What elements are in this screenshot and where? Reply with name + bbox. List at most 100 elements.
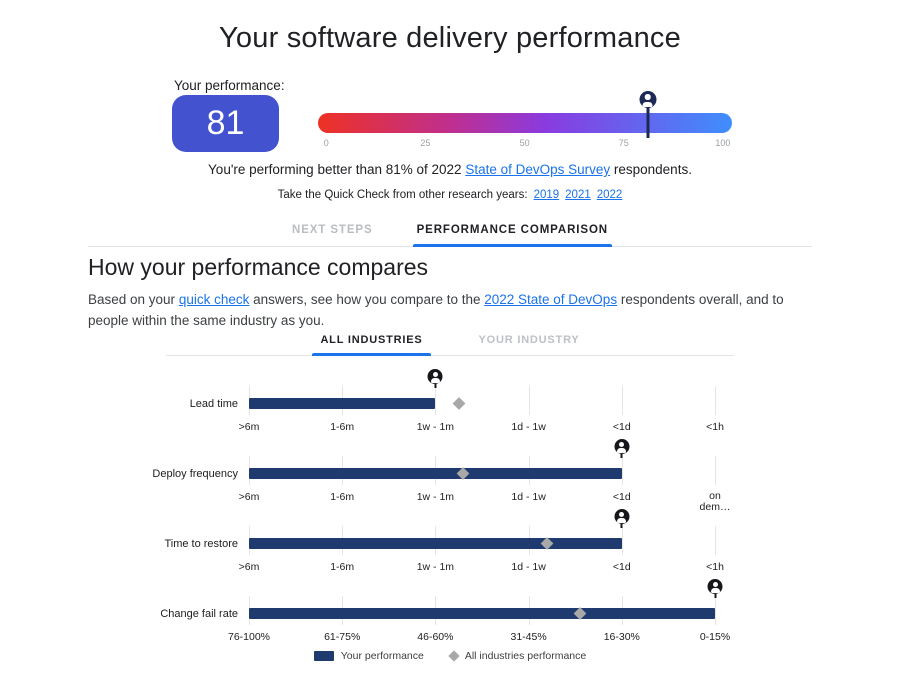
legend-label: Your performance (340, 650, 424, 662)
legend-your-performance: Your performance (313, 650, 424, 662)
axis-category: 1w - 1m (416, 491, 455, 503)
axis-category: 1-6m (330, 561, 355, 573)
metric-label: Lead time (189, 398, 238, 410)
performance-bar (249, 608, 715, 619)
person-icon (614, 509, 630, 524)
person-icon (707, 579, 723, 594)
axis-tick (621, 456, 623, 485)
axis-tick (621, 386, 623, 415)
chart-row-change-fail-rate: Change fail rate 76-100% 61-75% 46-60% 3… (160, 568, 730, 643)
axis-category: >6m (238, 561, 260, 573)
axis-category: <1d (612, 491, 631, 503)
year-link-2019[interactable]: 2019 (533, 189, 560, 201)
comparison-description: Based on your quick check answers, see h… (88, 289, 800, 331)
axis-tick (621, 526, 623, 555)
axis-category: 1d - 1w (511, 491, 546, 503)
comparison-chart-section: ALL INDUSTRIES YOUR INDUSTRY Lead time > (152, 330, 734, 662)
axis-category: 1-6m (330, 421, 355, 433)
research-years-line: Take the Quick Check from other research… (0, 189, 900, 201)
year-link-2022[interactable]: 2022 (596, 189, 623, 201)
axis-tick (528, 386, 530, 415)
charts: Lead time >6m 1-6m 1w - 1m 1d - 1w <1d < (152, 358, 734, 643)
performance-bar (249, 468, 622, 479)
axis-tick (435, 386, 437, 415)
desc-part3: respondents overall, and to people withi… (88, 292, 784, 328)
axis-category: <1h (706, 561, 724, 573)
tab-performance-comparison[interactable]: PERFORMANCE COMPARISON (412, 218, 613, 247)
marker-stem (434, 384, 437, 388)
chart-row-lead-time: Lead time >6m 1-6m 1w - 1m 1d - 1w <1d < (190, 358, 724, 433)
slider-tick-100: 100 (715, 138, 731, 148)
performance-label: Your performance: (174, 78, 285, 93)
diamond-icon (448, 650, 460, 662)
person-icon (614, 439, 630, 454)
main-tabs: NEXT STEPS PERFORMANCE COMPARISON (88, 218, 812, 247)
person-marker (427, 369, 443, 388)
performance-bar (249, 398, 436, 409)
quick-check-link[interactable]: quick check (178, 292, 250, 307)
state-of-devops-link[interactable]: 2022 State of DevOps (484, 292, 618, 307)
devops-survey-link[interactable]: State of DevOps Survey (465, 162, 611, 177)
research-years-label: Take the Quick Check from other research… (277, 189, 528, 201)
performance-slider: 0 25 50 75 100 (318, 88, 732, 152)
person-pin-icon (639, 91, 657, 108)
comparison-heading: How your performance compares (88, 254, 429, 280)
slider-tick-75: 75 (618, 138, 629, 148)
metric-label: Time to restore (164, 538, 238, 550)
person-marker (614, 509, 630, 528)
marker-stem (620, 454, 623, 458)
axis-category: on dem… (699, 490, 731, 513)
slider-pin (639, 91, 657, 138)
metric-label: Change fail rate (160, 608, 238, 620)
slider-tick-0: 0 (323, 138, 329, 148)
axis-category: 31-45% (510, 631, 547, 643)
person-marker (614, 439, 630, 458)
summary-text-before: You're performing better than 81% of 202… (208, 162, 466, 177)
axis-tick (715, 596, 716, 625)
desc-part1: Based on your (88, 292, 179, 307)
axis-category: <1h (706, 421, 724, 433)
axis-category: 1d - 1w (511, 421, 546, 433)
axis-category: 0-15% (699, 631, 731, 643)
axis-category: 1w - 1m (416, 561, 455, 573)
subtab-your-industry[interactable]: YOUR INDUSTRY (478, 334, 580, 346)
marker-stem (620, 524, 623, 528)
metric-label: Deploy frequency (152, 468, 238, 480)
bar-swatch-icon (313, 651, 334, 661)
axis-category: >6m (238, 421, 260, 433)
performance-score: 81 (206, 104, 245, 142)
slider-tick-25: 25 (420, 138, 431, 148)
performance-summary: You're performing better than 81% of 202… (0, 162, 900, 177)
axis-tick (715, 526, 716, 555)
page-title: Your software delivery performance (219, 22, 681, 54)
industry-subtabs: ALL INDUSTRIES YOUR INDUSTRY (166, 330, 734, 356)
legend-all-industries: All industries performance (448, 650, 587, 662)
subtab-all-industries[interactable]: ALL INDUSTRIES (312, 330, 431, 356)
axis-category: 1w - 1m (416, 421, 455, 433)
marker-stem (714, 594, 716, 598)
person-icon (427, 369, 443, 384)
person-marker (707, 579, 723, 598)
legend-label: All industries performance (464, 650, 587, 662)
axis-category: 76-100% (227, 631, 271, 643)
axis-category: 61-75% (324, 631, 361, 643)
chart-row-deploy-frequency: Deploy frequency >6m 1-6m 1w - 1m 1d - 1… (152, 428, 730, 512)
slider-tick-50: 50 (519, 138, 530, 148)
performance-score-box: 81 (172, 95, 279, 152)
axis-category: 1d - 1w (511, 561, 546, 573)
chart-row-time-to-restore: Time to restore >6m 1-6m 1w - 1m 1d - 1w… (164, 498, 724, 573)
axis-tick (715, 386, 716, 415)
axis-category: >6m (238, 491, 260, 503)
pin-stem (646, 107, 650, 138)
slider-gradient-track (318, 113, 732, 133)
axis-category: <1d (612, 561, 631, 573)
axis-category: 1-6m (330, 491, 355, 503)
desc-part2: answers, see how you compare to the (249, 292, 485, 307)
performance-bar (249, 538, 622, 549)
summary-text-after: respondents. (610, 162, 692, 177)
tab-next-steps[interactable]: NEXT STEPS (291, 224, 373, 236)
year-link-2021[interactable]: 2021 (565, 189, 591, 201)
axis-tick (715, 456, 716, 485)
axis-category: <1d (612, 421, 631, 433)
